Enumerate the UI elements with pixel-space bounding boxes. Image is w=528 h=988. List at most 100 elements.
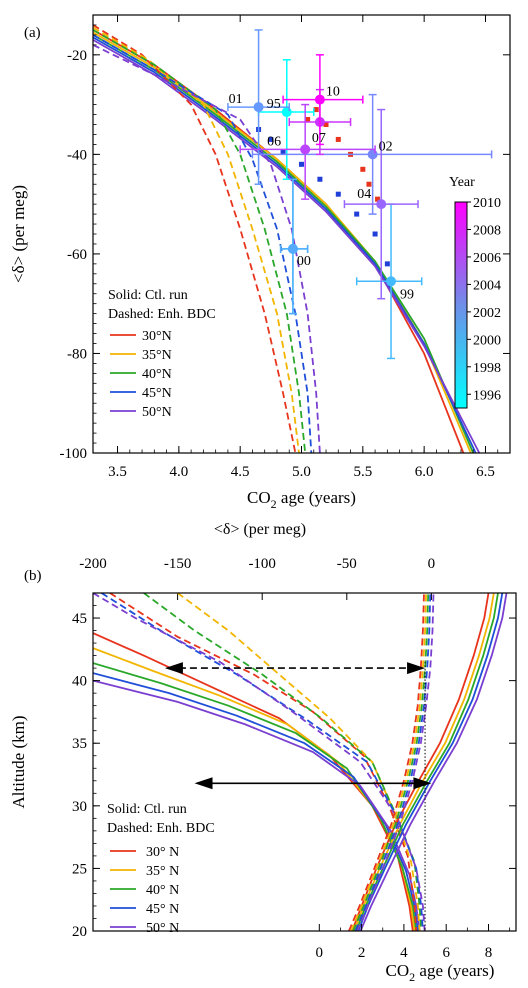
b-bottom-tick-label: 0 (316, 945, 324, 961)
a-colorbar-tick-label: 2010 (473, 196, 501, 211)
a-series-dashed-30N-5 (92, 24, 297, 454)
a-ytick-label: -60 (67, 247, 87, 263)
a-observation-99 (355, 203, 423, 360)
b-delta-solid-45N-3 (93, 672, 419, 931)
a-obs-point (314, 94, 325, 105)
a-xtick-label: 6.0 (415, 464, 434, 480)
a-observation-10 (282, 54, 364, 146)
a-trend-dot-1-0 (305, 117, 311, 123)
b-ytick-label: 25 (72, 861, 87, 877)
a-ytick-label: -40 (67, 147, 87, 163)
a-trend-dot-1-7 (375, 196, 381, 202)
a-obs-label-02: 02 (379, 139, 393, 154)
b-age-solid-40N-2 (355, 593, 499, 931)
a-obs-label-99: 99 (400, 287, 414, 302)
a-observation-00 (279, 178, 309, 315)
b-legend-line-0: Solid: Ctl. run (107, 802, 187, 817)
b-ytick-label: 40 (72, 674, 87, 690)
a-observation-04 (343, 108, 419, 300)
b-delta-dashed-35N-6 (177, 593, 421, 931)
b-ytick-label: 30 (72, 799, 87, 815)
b-bottom-tick-label: 6 (442, 945, 450, 961)
b-age-dashed-35N-6 (350, 593, 427, 931)
a-obs-label-00: 00 (297, 254, 311, 269)
a-legend-line-0: Solid: Ctl. run (108, 288, 188, 303)
a-colorbar-title: Year (449, 175, 475, 190)
b-top-tick-label: -200 (79, 556, 107, 572)
a-obs-label-07: 07 (312, 131, 326, 146)
b-age-dashed-40N-7 (352, 593, 430, 931)
a-legend-entry-40N: 40°N (142, 367, 172, 382)
a-legend-entry-35N: 35°N (142, 348, 172, 363)
a-xtick-label: 5.5 (353, 464, 372, 480)
b-plot-area (93, 593, 508, 931)
a-trend-dot-1-2 (323, 122, 329, 127)
a-xtick-label: 3.5 (108, 464, 127, 480)
a-ylabel: <δ> (per meg) (9, 185, 28, 283)
b-delta-dashed-45N-8 (101, 593, 424, 931)
b-age-solid-45N-3 (357, 593, 504, 931)
a-series-dashed-45N-8 (92, 34, 313, 454)
a-trend-dot-0-5 (335, 191, 341, 197)
a-observation-02 (251, 93, 493, 215)
b-delta-dashed-30N-5 (109, 593, 418, 931)
a-legend-entry-50N: 50°N (142, 405, 172, 420)
b-legend-line-1: Dashed: Enh. BDC (107, 821, 215, 836)
a-obs-label-06: 06 (267, 134, 281, 149)
b-ytick-label: 35 (72, 736, 87, 752)
panel-b-label: (b) (24, 568, 42, 584)
b-ylabel: Altitude (km) (9, 715, 28, 808)
b-top-tick-label: 0 (428, 556, 436, 572)
b-legend-entry-35N: 35° N (146, 864, 179, 879)
a-colorbar-tick-label: 2004 (473, 278, 501, 293)
b-delta-dashed-40N-7 (143, 593, 423, 931)
b-plot-frame (92, 592, 517, 932)
b-legend-entry-45N: 45° N (146, 902, 179, 917)
a-xlabel: CO2 age (years) (247, 488, 356, 511)
b-arrow-head-right-1 (413, 777, 432, 790)
b-bottom-tick-label: 4 (400, 945, 408, 961)
a-xtick-label: 5.0 (292, 464, 311, 480)
a-trend-dot-1-3 (335, 136, 341, 142)
b-age-solid-50N-4 (359, 593, 508, 931)
a-trend-dot-0-2 (280, 149, 286, 155)
b-arrow-head-right-0 (407, 662, 426, 675)
b-delta-dashed-50N-9 (93, 593, 426, 931)
a-colorbar-tick-label: 2000 (473, 333, 501, 348)
a-xtick-label: 4.5 (231, 464, 250, 480)
a-obs-point (367, 149, 378, 160)
a-xtick-label: 4.0 (169, 464, 188, 480)
a-obs-point (281, 107, 292, 118)
b-legend-entry-40N: 40° N (146, 883, 179, 898)
b-bottom-tick-label: 2 (358, 945, 366, 961)
b-age-dashed-50N-9 (356, 593, 435, 931)
b-ytick-label: 45 (72, 611, 87, 627)
b-arrow-head-left-1 (194, 777, 213, 790)
a-legend-entry-45N: 45°N (142, 386, 172, 401)
a-series-solid-50N-4 (92, 39, 481, 454)
a-trend-dot-0-4 (317, 176, 323, 182)
b-ytick-label: 20 (72, 924, 87, 940)
b-top-tick-label: -150 (164, 556, 192, 572)
a-trend-dot-0-3 (299, 161, 304, 167)
a-obs-point (287, 243, 298, 254)
a-legend-entry-30N: 30°N (142, 329, 172, 344)
a-ytick-label: -100 (60, 446, 88, 462)
a-obs-label-01: 01 (229, 92, 243, 107)
panel-a-label: (a) (24, 25, 41, 41)
b-legend-entry-30N: 30° N (146, 845, 179, 860)
a-series-dashed-35N-6 (92, 26, 300, 454)
a-obs-point (386, 276, 397, 287)
a-trend-dot-1-6 (366, 181, 372, 187)
b-legend-entry-50N: 50° N (146, 921, 179, 936)
b-delta-solid-40N-2 (93, 662, 418, 931)
a-trend-dot-1-5 (360, 166, 366, 172)
b-bottom-tick-label: 8 (485, 945, 493, 961)
a-series-dashed-40N-7 (92, 29, 307, 454)
a-colorbar-tick-label: 2008 (473, 223, 501, 238)
a-obs-point (300, 144, 311, 155)
a-trend-dot-0-6 (354, 211, 360, 217)
a-colorbar-tick-label: 1996 (473, 388, 501, 403)
